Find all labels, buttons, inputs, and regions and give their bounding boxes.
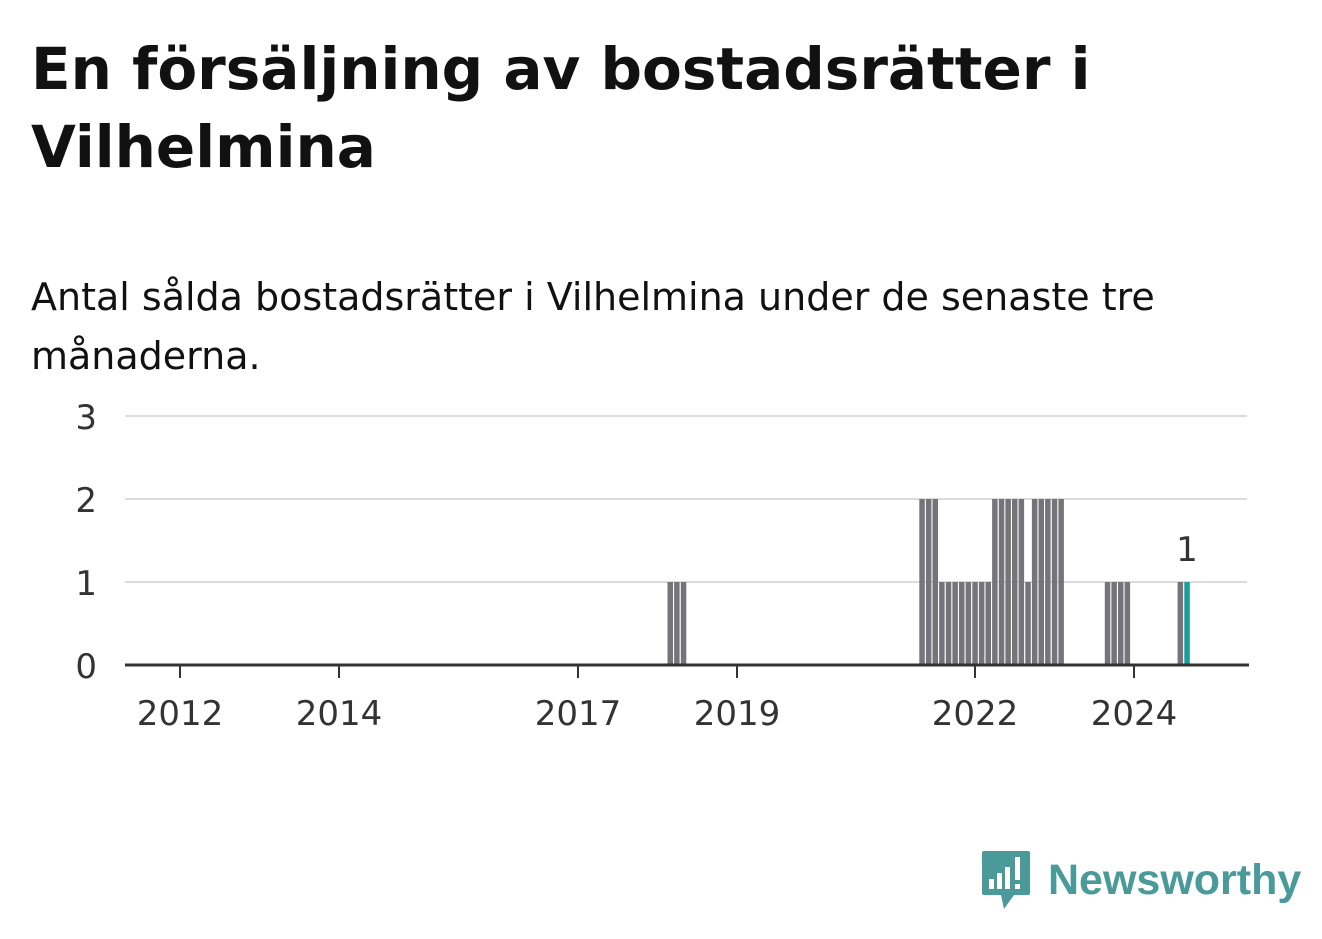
bar [939, 582, 945, 665]
bar [1111, 582, 1117, 665]
y-tick-label: 3 [75, 398, 97, 438]
bar [932, 499, 938, 665]
x-tick-label: 2019 [694, 694, 781, 734]
chart-title: En försäljning av bostadsrätter i Vilhel… [31, 35, 1091, 181]
bar [998, 499, 1005, 665]
x-axis-ticks: 2012 2014 2017 2019 2022 2024 [137, 665, 1178, 734]
bar [1045, 499, 1051, 665]
y-tick-label: 2 [75, 481, 97, 521]
bar [919, 499, 925, 665]
bars [667, 499, 1190, 665]
newsworthy-logo: Newsworthy [980, 848, 1301, 912]
bar [1051, 499, 1058, 665]
bar [1177, 582, 1184, 665]
y-tick-label: 0 [75, 647, 97, 687]
bar [959, 582, 965, 665]
bar [1025, 582, 1031, 665]
bar [667, 582, 673, 665]
bar [674, 582, 680, 665]
bar [972, 582, 978, 665]
bar-chart: 3 2 1 0 1 2012 2014 2017 2019 2022 2024 [75, 398, 1249, 734]
y-axis-ticks: 3 2 1 0 [75, 398, 97, 687]
y-tick-label: 1 [75, 564, 97, 604]
bar [1118, 582, 1124, 665]
bar [1058, 499, 1064, 665]
x-tick-label: 2022 [932, 694, 1019, 734]
x-tick-label: 2012 [137, 694, 224, 734]
chart-subtitle: Antal sålda bostadsrätter i Vilhelmina u… [31, 275, 1155, 378]
bar [1031, 499, 1038, 665]
bar [1104, 582, 1111, 665]
bar [965, 582, 972, 665]
highlight-bar [1184, 582, 1190, 665]
bar [925, 499, 932, 665]
bar [1038, 499, 1044, 665]
bar [985, 582, 991, 665]
x-tick-label: 2024 [1091, 694, 1178, 734]
bar [1012, 499, 1018, 665]
bar [945, 582, 952, 665]
highlight-value-label: 1 [1176, 530, 1198, 570]
bar [992, 499, 998, 665]
bar [1018, 499, 1025, 665]
newsworthy-logo-icon [982, 851, 1030, 909]
bar [1005, 499, 1011, 665]
bar [1124, 582, 1131, 665]
gridlines [125, 415, 1247, 583]
brand-name: Newsworthy [1048, 855, 1302, 904]
x-tick-label: 2017 [535, 694, 622, 734]
bar [680, 582, 687, 665]
bar [952, 582, 958, 665]
bar [978, 582, 985, 665]
x-tick-label: 2014 [296, 694, 383, 734]
